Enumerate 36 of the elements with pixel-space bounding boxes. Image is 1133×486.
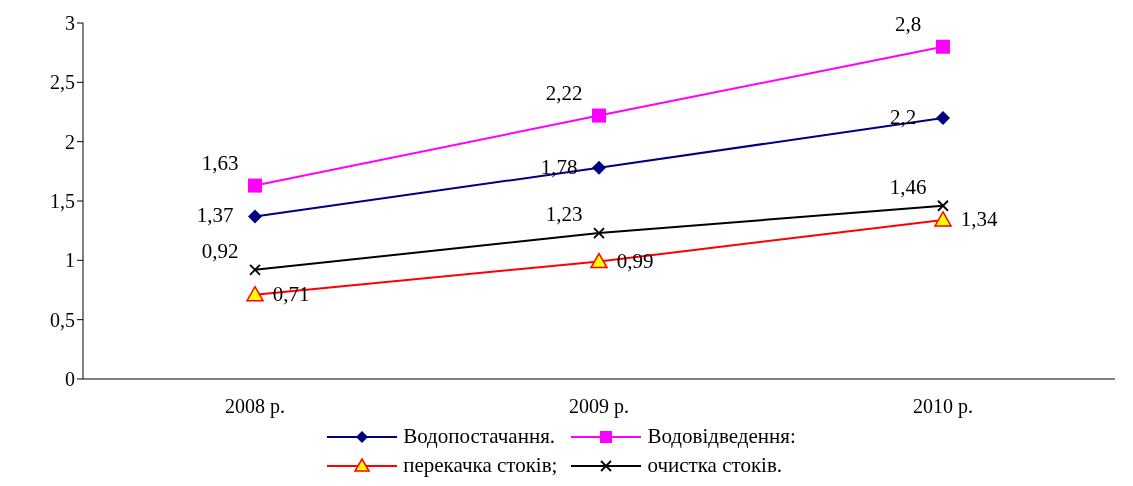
point (593, 227, 605, 239)
point (249, 263, 261, 276)
point (248, 209, 262, 224)
point (592, 160, 606, 175)
data-label: 1,37 (196, 203, 234, 228)
point (936, 39, 950, 54)
y-tick-label: 0,5 (50, 308, 75, 331)
legend-label: Водопостачання. (403, 424, 556, 449)
point (592, 108, 606, 123)
x-tick-label: 2010 р. (913, 395, 973, 419)
data-label: 1,23 (545, 202, 583, 227)
y-tick-label: 3 (65, 12, 75, 35)
data-label: 0,92 (201, 238, 239, 263)
y-tick-label: 0 (65, 368, 75, 391)
data-label: 1,46 (889, 174, 927, 199)
y-tick-label: 2,5 (50, 71, 75, 94)
x-tick-label: 2008 р. (225, 395, 285, 419)
x-tick-label: 2009 р. (569, 395, 629, 419)
legend-label: очистка стоків. (647, 453, 783, 478)
y-tick-label: 1,5 (50, 190, 75, 213)
point (934, 211, 952, 227)
data-label: 1,63 (201, 150, 239, 175)
data-label: 2,22 (545, 80, 583, 105)
legend-label: Водовідведення: (647, 424, 796, 449)
data-label: 2,8 (894, 11, 922, 36)
data-label: 2,2 (889, 104, 917, 129)
data-label: 1,34 (960, 206, 998, 231)
legend-label: перекачка стоків; (403, 453, 558, 478)
point (937, 199, 949, 212)
y-tick-label: 1 (65, 249, 75, 272)
point (590, 252, 608, 269)
point (246, 286, 264, 302)
point (248, 178, 262, 193)
y-tick-label: 2 (65, 130, 75, 153)
data-label: 1,78 (540, 154, 578, 179)
point (936, 110, 950, 125)
